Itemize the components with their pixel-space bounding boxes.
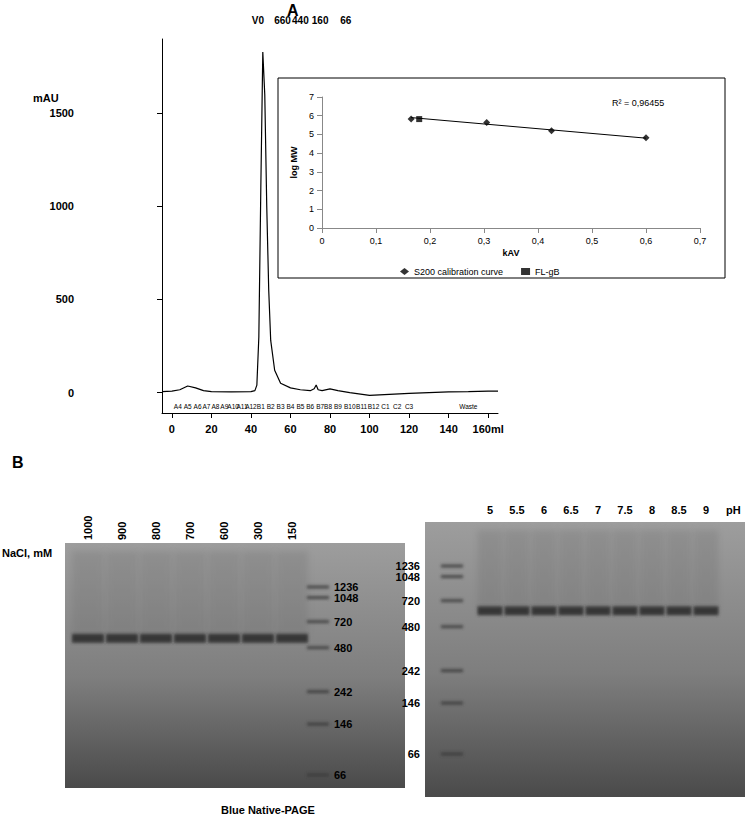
- svg-text:300: 300: [252, 522, 264, 540]
- svg-text:1236: 1236: [396, 560, 420, 572]
- svg-text:0,1: 0,1: [370, 236, 383, 246]
- svg-text:6.5: 6.5: [563, 504, 578, 516]
- svg-text:A5: A5: [184, 403, 192, 410]
- svg-text:146: 146: [402, 697, 420, 709]
- svg-text:6: 6: [309, 111, 314, 121]
- svg-text:6: 6: [541, 504, 547, 516]
- svg-text:0: 0: [309, 223, 314, 233]
- svg-text:A8: A8: [211, 403, 219, 410]
- svg-text:A4: A4: [174, 403, 182, 410]
- svg-text:1500: 1500: [50, 107, 74, 119]
- svg-text:log MW: log MW: [289, 146, 299, 178]
- svg-text:660: 660: [274, 15, 291, 26]
- svg-text:0,6: 0,6: [640, 236, 653, 246]
- svg-text:NaCl, mM: NaCl, mM: [2, 547, 52, 559]
- svg-text:4: 4: [309, 148, 314, 158]
- svg-text:8: 8: [649, 504, 655, 516]
- svg-text:FL-gB: FL-gB: [535, 267, 560, 277]
- svg-text:66: 66: [334, 769, 346, 781]
- svg-text:1000: 1000: [50, 200, 74, 212]
- svg-text:mAU: mAU: [33, 92, 59, 104]
- svg-text:7: 7: [309, 92, 314, 102]
- svg-text:A11: A11: [236, 403, 248, 410]
- svg-text:9: 9: [703, 504, 709, 516]
- svg-text:5: 5: [309, 129, 314, 139]
- svg-text:0,3: 0,3: [478, 236, 491, 246]
- svg-text:V0: V0: [252, 15, 265, 26]
- svg-text:160: 160: [312, 15, 329, 26]
- html-text:A9 A10: A9 A10: [220, 403, 239, 410]
- svg-text:700: 700: [184, 522, 196, 540]
- svg-text:720: 720: [402, 595, 420, 607]
- svg-text:480: 480: [334, 642, 352, 654]
- svg-text:B: B: [12, 454, 24, 471]
- svg-text:100: 100: [360, 423, 378, 435]
- svg-text:242: 242: [402, 665, 420, 677]
- svg-text:40: 40: [245, 423, 257, 435]
- svg-text:0,4: 0,4: [532, 236, 545, 246]
- svg-text:B8: B8: [324, 403, 332, 410]
- svg-text:60: 60: [284, 423, 296, 435]
- svg-text:0,2: 0,2: [424, 236, 437, 246]
- svg-text:0: 0: [319, 236, 324, 246]
- svg-text:A: A: [287, 1, 299, 19]
- svg-text:0,7: 0,7: [694, 236, 707, 246]
- svg-text:Waste: Waste: [459, 403, 478, 410]
- svg-text:S200 calibration curve: S200 calibration curve: [414, 267, 503, 277]
- svg-text:B3: B3: [277, 403, 285, 410]
- svg-text:160ml: 160ml: [473, 423, 504, 435]
- svg-text:B5: B5: [296, 403, 304, 410]
- svg-text:B10: B10: [344, 403, 356, 410]
- svg-text:B7: B7: [316, 403, 325, 410]
- svg-text:5.5: 5.5: [509, 504, 524, 516]
- svg-text:66: 66: [408, 748, 420, 760]
- svg-text:720: 720: [334, 616, 352, 628]
- svg-text:242: 242: [334, 686, 352, 698]
- svg-text:3: 3: [309, 167, 314, 177]
- svg-text:500: 500: [56, 293, 74, 305]
- svg-text:600: 600: [218, 522, 230, 540]
- svg-text:900: 900: [116, 522, 128, 540]
- svg-text:B9: B9: [334, 403, 342, 410]
- svg-text:150: 150: [286, 522, 298, 540]
- svg-text:1236: 1236: [334, 581, 358, 593]
- svg-text:2: 2: [309, 186, 314, 196]
- svg-text:480: 480: [402, 621, 420, 633]
- svg-text:A6: A6: [194, 403, 202, 410]
- svg-text:120: 120: [400, 423, 418, 435]
- svg-text:B11: B11: [356, 403, 367, 410]
- svg-text:C3: C3: [405, 403, 414, 410]
- svg-text:8.5: 8.5: [671, 504, 686, 516]
- svg-text:B12: B12: [368, 403, 380, 410]
- svg-text:1000: 1000: [82, 516, 94, 540]
- svg-text:0: 0: [68, 387, 74, 399]
- svg-text:7.5: 7.5: [617, 504, 632, 516]
- svg-text:pH: pH: [726, 504, 741, 516]
- svg-text:1: 1: [309, 204, 314, 214]
- svg-text:B1: B1: [257, 403, 265, 410]
- svg-text:C2: C2: [393, 403, 402, 410]
- svg-text:1048: 1048: [396, 571, 420, 583]
- svg-text:A7: A7: [202, 403, 210, 410]
- svg-text:C1: C1: [381, 403, 390, 410]
- svg-text:440: 440: [292, 15, 309, 26]
- svg-text:Blue Native-PAGE: Blue Native-PAGE: [221, 804, 315, 816]
- svg-text:B2: B2: [267, 403, 275, 410]
- svg-text:0,5: 0,5: [586, 236, 599, 246]
- svg-text:5: 5: [487, 504, 493, 516]
- svg-text:0: 0: [169, 423, 175, 435]
- svg-text:7: 7: [595, 504, 601, 516]
- svg-text:146: 146: [334, 718, 352, 730]
- svg-text:140: 140: [439, 423, 457, 435]
- svg-text:kAV: kAV: [503, 248, 520, 258]
- svg-text:800: 800: [150, 522, 162, 540]
- svg-text:1048: 1048: [334, 592, 358, 604]
- svg-text:A12: A12: [245, 403, 257, 410]
- svg-text:66: 66: [340, 15, 352, 26]
- svg-text:B6: B6: [306, 403, 314, 410]
- svg-text:20: 20: [205, 423, 217, 435]
- svg-text:80: 80: [324, 423, 336, 435]
- svg-text:B4: B4: [286, 403, 294, 410]
- svg-text:R² = 0,96455: R² = 0,96455: [612, 98, 664, 108]
